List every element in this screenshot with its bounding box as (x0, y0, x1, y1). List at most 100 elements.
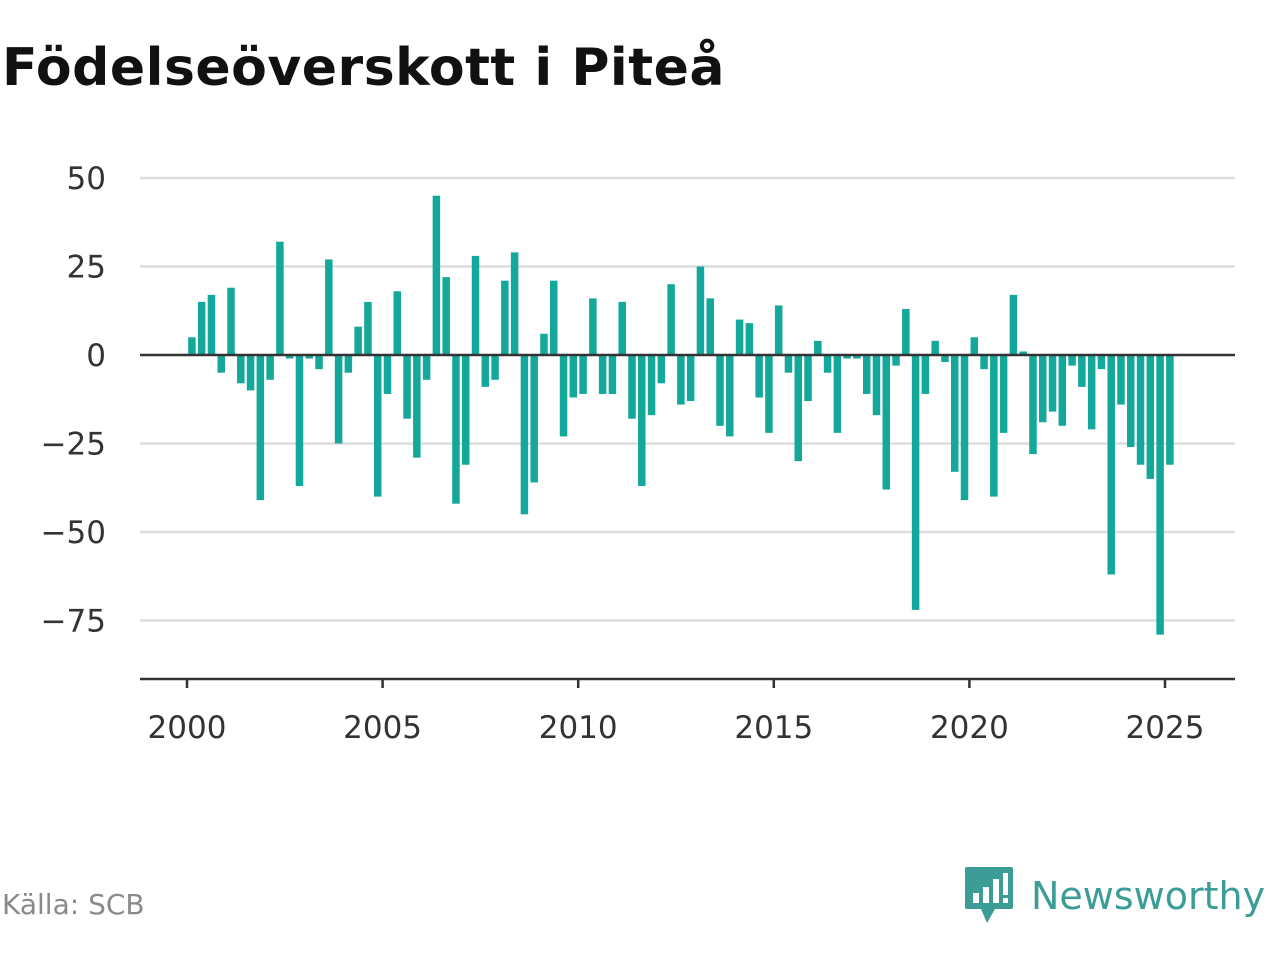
bar (638, 355, 646, 486)
bar (1097, 355, 1106, 370)
brand-name: Newsworthy (1031, 874, 1266, 918)
bar (1107, 355, 1115, 575)
bar (579, 355, 587, 394)
bar (227, 287, 235, 355)
bar (550, 280, 558, 355)
chart-title: Födelseöverskott i Piteå (2, 38, 725, 98)
bar (745, 323, 754, 355)
bar (1029, 355, 1037, 455)
bar (735, 319, 744, 355)
bar (1166, 355, 1174, 465)
bar (589, 298, 597, 355)
bar (315, 355, 323, 370)
bar (1078, 355, 1086, 387)
y-tick-label: 25 (67, 250, 106, 286)
brand-logo[interactable]: Newsworthy (963, 864, 1265, 928)
bar (950, 355, 959, 472)
bar (305, 355, 313, 359)
bar (784, 355, 793, 373)
bar (696, 266, 705, 355)
bar (373, 355, 382, 497)
bar (256, 355, 265, 501)
bar (911, 355, 920, 610)
bar (403, 355, 411, 419)
bar (1009, 294, 1018, 355)
bar (295, 355, 304, 486)
bar (902, 308, 910, 355)
bar (843, 355, 851, 359)
bar (608, 355, 617, 394)
x-tick-label: 2020 (930, 710, 1009, 746)
bar (1127, 355, 1135, 448)
bar (1058, 355, 1067, 426)
bar (853, 355, 861, 359)
bar (1068, 355, 1076, 366)
bar (647, 355, 656, 416)
bar (1048, 355, 1057, 412)
y-tick-label: −25 (41, 427, 106, 463)
bar (970, 337, 979, 355)
x-tick-label: 2025 (1126, 710, 1205, 746)
bar (755, 355, 763, 398)
bar (667, 284, 675, 355)
bar (285, 355, 294, 359)
bar (990, 355, 998, 497)
newsworthy-logo-icon (965, 867, 1013, 923)
bar (354, 326, 362, 355)
bar (413, 355, 421, 458)
bar (892, 355, 900, 366)
bar (598, 355, 607, 394)
bar (237, 355, 245, 384)
bar (1039, 355, 1047, 423)
bar (217, 355, 225, 373)
bar (325, 259, 333, 355)
bar (823, 355, 832, 373)
bar (442, 277, 450, 355)
x-tick-label: 2015 (734, 710, 813, 746)
bar (364, 301, 372, 355)
bar (207, 294, 216, 355)
bar (530, 355, 538, 483)
bar (618, 301, 626, 355)
bar (188, 337, 196, 355)
bar (862, 355, 871, 394)
bar (794, 355, 802, 462)
bar-series (188, 195, 1174, 635)
x-tick-label: 2010 (539, 710, 618, 746)
x-tick-label: 2000 (148, 710, 227, 746)
bar (461, 355, 470, 465)
x-tick-label: 2005 (343, 710, 422, 746)
bar (716, 355, 724, 426)
bar (491, 355, 499, 380)
bar (344, 355, 353, 373)
bar (559, 355, 568, 437)
gridlines (140, 176, 1235, 622)
bar (1136, 355, 1145, 465)
bar (677, 355, 685, 405)
bar (383, 355, 392, 394)
bar (921, 355, 930, 394)
bar (960, 355, 969, 501)
bar (980, 355, 988, 370)
y-tick-label: 0 (86, 338, 106, 374)
bar (1087, 355, 1096, 430)
bar (765, 355, 773, 433)
bar (393, 291, 402, 355)
bar (1117, 355, 1125, 405)
bar (520, 355, 529, 515)
source-note: Källa: SCB (2, 888, 145, 921)
y-tick-label: 50 (67, 161, 106, 197)
bar (276, 241, 284, 355)
bar (872, 355, 881, 416)
bar (510, 252, 519, 355)
bar (657, 355, 666, 384)
bar (569, 355, 578, 398)
y-tick-label: −50 (41, 515, 106, 551)
bar (471, 255, 480, 355)
bar (481, 355, 490, 387)
bar (334, 355, 343, 444)
bar (804, 355, 812, 402)
bar (266, 355, 274, 380)
bar (999, 355, 1008, 433)
bar (774, 305, 783, 355)
